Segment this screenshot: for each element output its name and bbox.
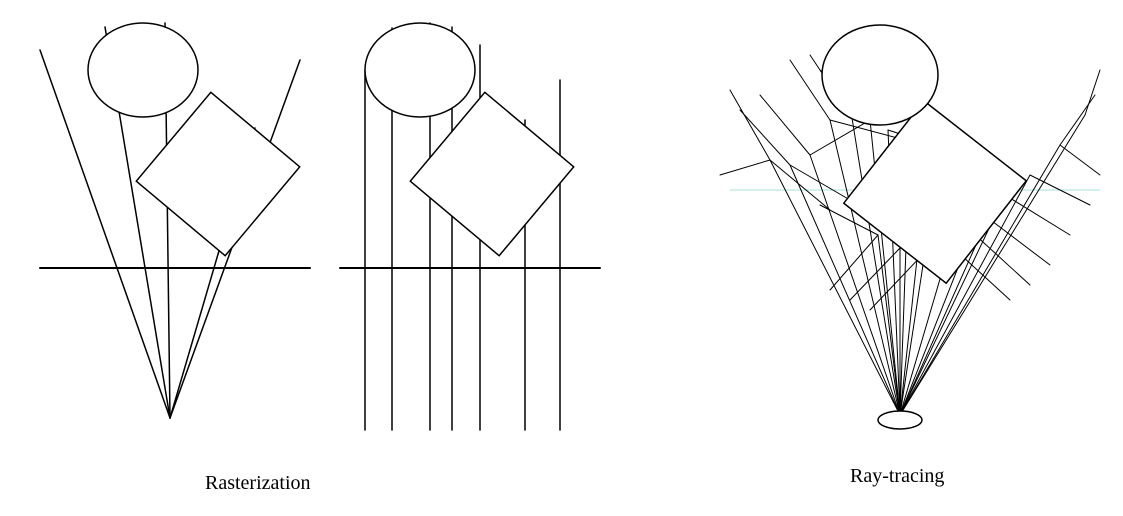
diagram-svg xyxy=(0,0,1123,516)
label-rasterization: Rasterization xyxy=(205,472,311,495)
label-raytracing: Ray-tracing xyxy=(850,465,944,488)
